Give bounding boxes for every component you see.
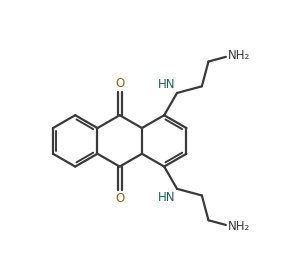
Text: NH₂: NH₂ (228, 49, 250, 62)
Text: O: O (115, 77, 124, 90)
Text: HN: HN (158, 78, 176, 91)
Text: NH₂: NH₂ (228, 220, 250, 233)
Text: HN: HN (158, 191, 176, 204)
Text: O: O (115, 192, 124, 205)
